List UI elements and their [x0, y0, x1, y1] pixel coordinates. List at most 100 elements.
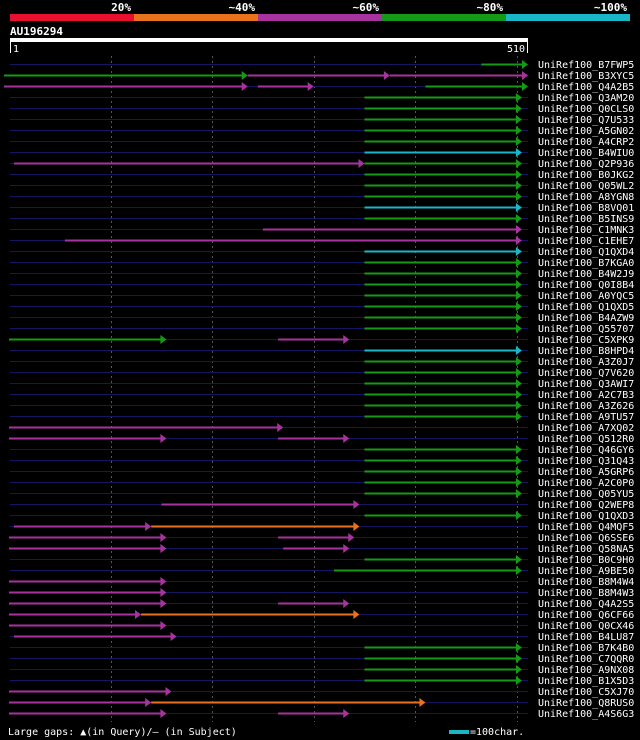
hit-label[interactable]: UniRef100_Q4A2S5: [538, 599, 634, 610]
hit-row[interactable]: UniRef100_Q31Q43: [10, 456, 634, 467]
hit-row[interactable]: UniRef100_B7K4B0: [10, 643, 634, 654]
hit-label[interactable]: UniRef100_C5XPK9: [538, 335, 634, 346]
hit-row[interactable]: UniRef100_B3XYC5: [3, 71, 634, 82]
hit-label[interactable]: UniRef100_B8M4W3: [538, 588, 634, 599]
hit-label[interactable]: UniRef100_Q4MQF5: [538, 522, 634, 533]
hit-row[interactable]: UniRef100_A9NX08: [10, 665, 634, 676]
hit-label[interactable]: UniRef100_B8VQ01: [538, 203, 634, 214]
hit-row[interactable]: UniRef100_B4LU87: [10, 632, 634, 643]
hit-label[interactable]: UniRef100_A5GRP6: [538, 467, 634, 478]
hit-label[interactable]: UniRef100_Q2WEP8: [538, 500, 634, 511]
hit-row[interactable]: UniRef100_C1MNK3: [10, 225, 634, 236]
hit-label[interactable]: UniRef100_A5GN02: [538, 126, 634, 137]
hit-label[interactable]: UniRef100_Q7V620: [538, 368, 634, 379]
hit-label[interactable]: UniRef100_B8HPD4: [538, 346, 634, 357]
hit-row[interactable]: UniRef100_Q7U533: [10, 115, 634, 126]
hit-label[interactable]: UniRef100_A2C0P0: [538, 478, 634, 489]
hit-row[interactable]: UniRef100_Q2WEP8: [10, 500, 634, 511]
hit-row[interactable]: UniRef100_B4W2J9: [10, 269, 634, 280]
hit-label[interactable]: UniRef100_Q0CX46: [538, 621, 634, 632]
hit-row[interactable]: UniRef100_Q6SSE6: [8, 533, 634, 544]
hit-label[interactable]: UniRef100_B7K4B0: [538, 643, 634, 654]
hit-row[interactable]: UniRef100_B8VQ01: [10, 203, 634, 214]
hit-label[interactable]: UniRef100_B0C9H0: [538, 555, 634, 566]
hit-label[interactable]: UniRef100_Q0I8B4: [538, 280, 634, 291]
hit-row[interactable]: UniRef100_A4CRP2: [10, 137, 634, 148]
hit-label[interactable]: UniRef100_Q8RUS0: [538, 698, 634, 709]
hit-row[interactable]: UniRef100_C1EHE7: [10, 236, 634, 247]
hit-row[interactable]: UniRef100_Q55707: [10, 324, 634, 335]
hit-label[interactable]: UniRef100_Q05YU5: [538, 489, 634, 500]
hit-row[interactable]: UniRef100_B8HPD4: [10, 346, 634, 357]
hit-row[interactable]: UniRef100_A2C7B3: [10, 390, 634, 401]
hit-row[interactable]: UniRef100_Q58NA5: [8, 544, 634, 555]
hit-label[interactable]: UniRef100_B4WIU0: [538, 148, 634, 159]
hit-row[interactable]: UniRef100_B7FWP5: [10, 60, 634, 71]
hit-row[interactable]: UniRef100_A3Z0J7: [10, 357, 634, 368]
hit-row[interactable]: UniRef100_Q7V620: [10, 368, 634, 379]
hit-label[interactable]: UniRef100_B4LU87: [538, 632, 634, 643]
hit-label[interactable]: UniRef100_Q1QXD4: [538, 247, 634, 258]
hit-row[interactable]: UniRef100_Q3AM20: [10, 93, 634, 104]
hit-label[interactable]: UniRef100_A4S6G3: [538, 709, 634, 720]
hit-row[interactable]: UniRef100_Q05YU5: [10, 489, 634, 500]
hit-row[interactable]: UniRef100_A9TU57: [10, 412, 634, 423]
hit-label[interactable]: UniRef100_B7KGA0: [538, 258, 634, 269]
hit-label[interactable]: UniRef100_A3Z626: [538, 401, 634, 412]
hit-label[interactable]: UniRef100_Q3AWI7: [538, 379, 634, 390]
hit-row[interactable]: UniRef100_B1X5D3: [10, 676, 634, 687]
hit-row[interactable]: UniRef100_A5GRP6: [10, 467, 634, 478]
hit-label[interactable]: UniRef100_B4W2J9: [538, 269, 634, 280]
hit-label[interactable]: UniRef100_A9BE50: [538, 566, 634, 577]
hit-row[interactable]: UniRef100_Q2P936: [10, 159, 634, 170]
hit-row[interactable]: UniRef100_Q0CLS0: [10, 104, 634, 115]
hit-row[interactable]: UniRef100_Q4A2B5: [3, 82, 634, 93]
hit-row[interactable]: UniRef100_B5INS9: [10, 214, 634, 225]
hit-row[interactable]: UniRef100_A5GN02: [10, 126, 634, 137]
hit-row[interactable]: UniRef100_A7XQ02: [8, 423, 634, 434]
hit-row[interactable]: UniRef100_A8YGN8: [10, 192, 634, 203]
hit-row[interactable]: UniRef100_Q0CX46: [8, 621, 634, 632]
hit-row[interactable]: UniRef100_Q8RUS0: [8, 698, 634, 709]
hit-label[interactable]: UniRef100_B0JKG2: [538, 170, 634, 181]
hit-label[interactable]: UniRef100_C5XJ70: [538, 687, 634, 698]
hit-row[interactable]: UniRef100_Q512R0: [8, 434, 634, 445]
hit-row[interactable]: UniRef100_B0C9H0: [10, 555, 634, 566]
hit-label[interactable]: UniRef100_Q2P936: [538, 159, 634, 170]
hit-label[interactable]: UniRef100_B5INS9: [538, 214, 634, 225]
hit-label[interactable]: UniRef100_Q3AM20: [538, 93, 634, 104]
hit-row[interactable]: UniRef100_Q4MQF5: [10, 522, 634, 533]
hit-label[interactable]: UniRef100_Q55707: [538, 324, 634, 335]
hit-row[interactable]: UniRef100_C7QQR0: [10, 654, 634, 665]
hit-row[interactable]: UniRef100_Q1QXD4: [10, 247, 634, 258]
hit-label[interactable]: UniRef100_Q1QXD3: [538, 511, 634, 522]
hit-label[interactable]: UniRef100_A9TU57: [538, 412, 634, 423]
hit-row[interactable]: UniRef100_B4WIU0: [10, 148, 634, 159]
hit-row[interactable]: UniRef100_C5XJ70: [8, 687, 634, 698]
hit-row[interactable]: UniRef100_Q3AWI7: [10, 379, 634, 390]
hit-row[interactable]: UniRef100_A0YQC5: [10, 291, 634, 302]
hit-label[interactable]: UniRef100_B7FWP5: [538, 60, 634, 71]
hit-label[interactable]: UniRef100_A4CRP2: [538, 137, 634, 148]
hit-row[interactable]: UniRef100_B4AZW9: [10, 313, 634, 324]
hit-label[interactable]: UniRef100_A2C7B3: [538, 390, 634, 401]
hit-row[interactable]: UniRef100_A2C0P0: [10, 478, 634, 489]
hit-row[interactable]: UniRef100_B0JKG2: [10, 170, 634, 181]
hit-row[interactable]: UniRef100_B8M4W4: [8, 577, 634, 588]
hit-row[interactable]: UniRef100_Q46GY6: [10, 445, 634, 456]
hit-label[interactable]: UniRef100_Q31Q43: [538, 456, 634, 467]
hit-row[interactable]: UniRef100_A4S6G3: [8, 709, 634, 720]
hit-label[interactable]: UniRef100_Q1QXD5: [538, 302, 634, 313]
hit-row[interactable]: UniRef100_Q6CF66: [8, 610, 634, 621]
hit-label[interactable]: UniRef100_A9NX08: [538, 665, 634, 676]
hit-label[interactable]: UniRef100_A7XQ02: [538, 423, 634, 434]
hit-label[interactable]: UniRef100_Q6CF66: [538, 610, 634, 621]
hit-row[interactable]: UniRef100_A3Z626: [10, 401, 634, 412]
hit-label[interactable]: UniRef100_C1EHE7: [538, 236, 634, 247]
hit-label[interactable]: UniRef100_A8YGN8: [538, 192, 634, 203]
hit-label[interactable]: UniRef100_Q58NA5: [538, 544, 634, 555]
hit-label[interactable]: UniRef100_C1MNK3: [538, 225, 634, 236]
hit-row[interactable]: UniRef100_A9BE50: [10, 566, 634, 577]
hit-label[interactable]: UniRef100_Q7U533: [538, 115, 634, 126]
hit-label[interactable]: UniRef100_A3Z0J7: [538, 357, 634, 368]
